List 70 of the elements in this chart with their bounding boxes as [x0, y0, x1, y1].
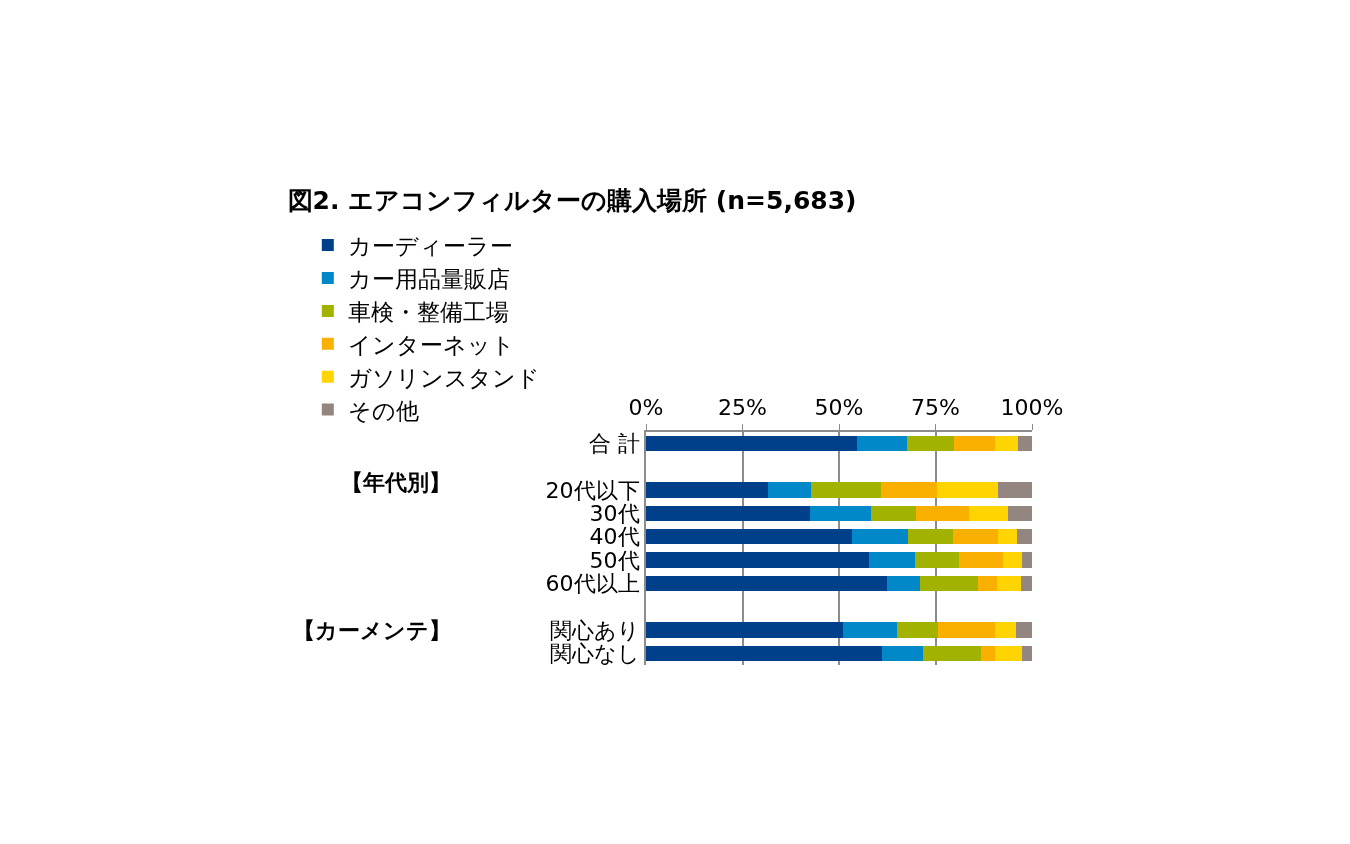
bar: [906, 435, 955, 451]
y-tick-label: 50代: [589, 547, 640, 573]
x-tick-label: 100%: [1000, 394, 1064, 420]
bar: [857, 435, 907, 451]
text: 【カーメンテ】: [293, 618, 451, 643]
bar: [958, 552, 1004, 568]
bar: [994, 622, 1016, 638]
bar: [923, 645, 982, 661]
bar: [968, 505, 1009, 521]
legend-label: ガソリンスタンド: [347, 364, 540, 391]
bar: [998, 529, 1017, 545]
x-tick-label: 50%: [814, 394, 864, 420]
bar: [646, 529, 852, 545]
bar: [938, 622, 995, 638]
bar: [646, 645, 882, 661]
bar: [920, 575, 979, 591]
bar: [978, 575, 997, 591]
bar: [1017, 435, 1032, 451]
bar: [996, 575, 1021, 591]
legend-label: 車検・整備工場: [347, 298, 509, 325]
legend-label: カー用品量販店: [347, 265, 510, 292]
bar: [916, 505, 969, 521]
chart-title: 図2. エアコンフィルターの購入場所 (n=5,683): [287, 185, 857, 215]
bar: [646, 622, 844, 638]
bar: [851, 529, 909, 545]
bar: [869, 552, 916, 568]
legend-label: インターネット: [347, 331, 515, 358]
bar: [908, 529, 954, 545]
text: 【年代別】: [341, 470, 451, 495]
x-tick-label: 25%: [718, 394, 767, 420]
y-tick-label: 合 計: [588, 431, 640, 457]
bar: [953, 529, 999, 545]
bar: [1008, 505, 1032, 521]
bar: [995, 435, 1018, 451]
bar: [886, 575, 921, 591]
y-tick-label: 40代: [589, 524, 640, 550]
bar: [810, 505, 871, 521]
bar: [646, 482, 768, 498]
bar: [995, 645, 1022, 661]
bar: [1020, 575, 1032, 591]
bar: [1021, 552, 1032, 568]
bar: [881, 482, 938, 498]
bar: [937, 482, 998, 498]
bar: [646, 575, 887, 591]
bar: [997, 482, 1032, 498]
bar: [915, 552, 959, 568]
bar: [646, 435, 858, 451]
bar: [881, 645, 924, 661]
bar: [1016, 529, 1032, 545]
bar: [767, 482, 812, 498]
bar: [811, 482, 882, 498]
bar: [843, 622, 897, 638]
bar: [1021, 645, 1032, 661]
bar: [1003, 552, 1022, 568]
bar: [1015, 622, 1032, 638]
bar: [954, 435, 996, 451]
bar: [646, 505, 811, 521]
legend-label: その他: [347, 397, 419, 424]
x-tick-label: 0%: [628, 394, 664, 420]
bar: [896, 622, 939, 638]
y-tick-label: 20代以下: [545, 477, 640, 503]
y-tick-label: 関心なし: [549, 641, 640, 667]
y-tick-label: 関心あり: [549, 617, 640, 643]
y-tick-label: 30代: [589, 501, 640, 527]
bar: [870, 505, 917, 521]
x-tick-label: 75%: [911, 394, 960, 420]
bar: [981, 645, 996, 661]
legend-label: カーディーラー: [347, 233, 513, 260]
y-tick-label: 60代以上: [545, 571, 640, 597]
bar: [646, 552, 870, 568]
